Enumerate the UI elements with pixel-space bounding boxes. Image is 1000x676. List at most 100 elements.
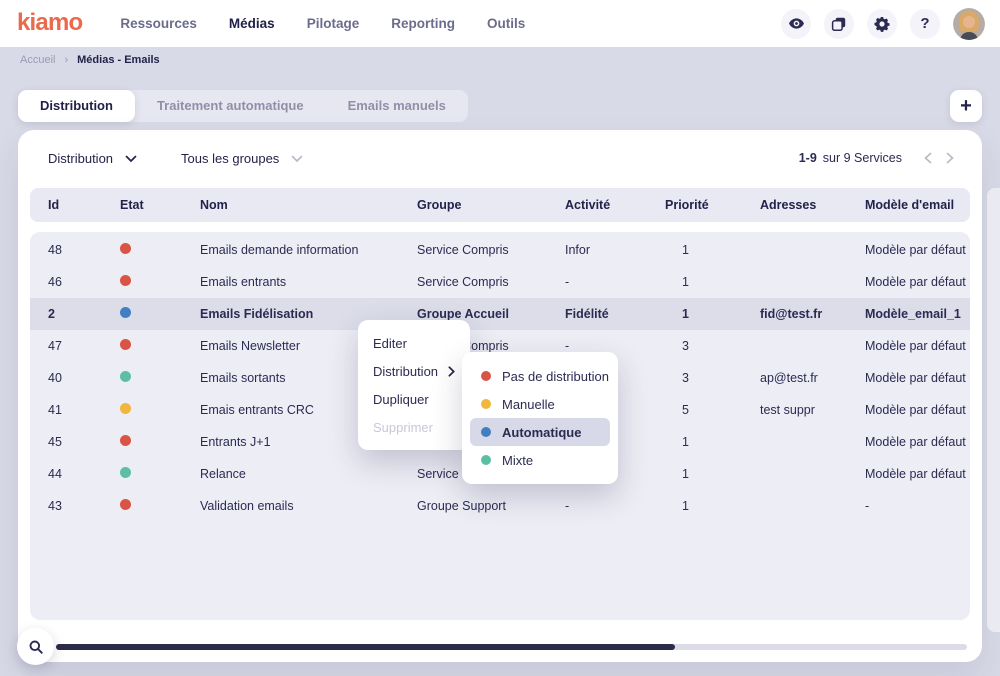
- chevron-right-icon: [448, 365, 455, 377]
- horizontal-scrollbar[interactable]: [56, 644, 967, 650]
- help-button[interactable]: ?: [910, 8, 940, 39]
- breadcrumb-current: Médias - Emails: [77, 54, 160, 66]
- cell-adresses: ap@test.fr: [760, 371, 818, 385]
- cell-priorite: 1: [682, 467, 689, 481]
- distribution-type-dot: [481, 455, 491, 465]
- pagination-range: 1-9: [798, 151, 817, 165]
- column-header-priorite: Priorité: [665, 198, 709, 212]
- previous-page-icon[interactable]: [924, 152, 932, 164]
- context-menu-item-dupliquer[interactable]: Dupliquer: [358, 385, 470, 413]
- submenu-item-pas-de-distribution[interactable]: Pas de distribution: [470, 362, 610, 390]
- submenu-item-label: Pas de distribution: [502, 368, 609, 384]
- context-menu-item-supprimer: Supprimer: [358, 413, 470, 441]
- column-header-modele-d-email: Modèle d'email: [865, 198, 955, 212]
- help-icon: ?: [920, 15, 930, 32]
- cell-nom: Emails entrants: [200, 275, 287, 289]
- chevron-down-icon: [291, 151, 303, 166]
- table-row[interactable]: 46 Emails entrants Service Compris - 1 Modèle…: [30, 266, 970, 298]
- tab-bar: Distribution Traitement automatique Emails…: [18, 90, 468, 122]
- cell-groupe: Service Compris: [417, 275, 509, 289]
- top-navigation: kiamo Ressources Médias Pilotage Reporting O…: [0, 0, 1000, 47]
- table-row[interactable]: 43 Validation emails Groupe Support - 1 -: [30, 490, 970, 522]
- nav-item-outils[interactable]: Outils: [486, 16, 526, 31]
- vertical-scrollbar-gutter: [987, 188, 1000, 632]
- tab-emails-manuels[interactable]: Emails manuels: [347, 98, 446, 113]
- column-header-nom: Nom: [200, 198, 228, 212]
- horizontal-scrollbar-thumb[interactable]: [56, 644, 676, 650]
- cell-etat: [120, 275, 200, 289]
- submenu-item-automatique[interactable]: Automatique: [470, 418, 610, 446]
- cell-id: 45: [48, 435, 62, 449]
- eye-icon: [788, 15, 805, 32]
- cell-etat: [120, 339, 200, 353]
- cell-nom: Emais entrants CRC: [200, 403, 314, 417]
- cell-etat: [120, 435, 200, 449]
- column-header-groupe: Groupe: [417, 198, 462, 212]
- cell-modele-email: Modèle par défaut: [865, 275, 966, 289]
- breadcrumb: Accueil › Médias - Emails: [20, 54, 160, 66]
- settings-button[interactable]: [867, 8, 897, 39]
- column-header-id: Id: [48, 198, 60, 212]
- cell-nom: Entrants J+1: [200, 435, 271, 449]
- search-icon: [28, 639, 44, 655]
- groups-filter-dropdown[interactable]: Tous les groupes: [181, 151, 303, 166]
- cell-id: 43: [48, 499, 62, 513]
- cell-groupe: Groupe Support: [417, 499, 506, 513]
- cell-id: 41: [48, 403, 62, 417]
- table-row[interactable]: 40 Emails sortants 3 ap@test.fr Modèle par d…: [30, 362, 970, 394]
- distribution-filter-label: Distribution: [48, 150, 114, 166]
- cell-nom: Emails sortants: [200, 371, 286, 385]
- table-header: Id Etat Nom Groupe Activité Priorité Adresses M…: [30, 188, 970, 222]
- settings-icon: [874, 16, 890, 32]
- table-row[interactable]: 45 Entrants J+1 1 Modèle par défaut: [30, 426, 970, 458]
- tab-distribution[interactable]: Distribution: [18, 90, 135, 122]
- table-row[interactable]: 41 Emais entrants CRC 5 test suppr Modèle pa…: [30, 394, 970, 426]
- distribution-type-dot: [481, 371, 491, 381]
- cell-id: 2: [48, 307, 55, 321]
- tab-traitement-automatique[interactable]: Traitement automatique: [156, 98, 304, 113]
- context-menu-item-editer[interactable]: Editer: [358, 329, 470, 357]
- nav-item-medias[interactable]: Médias: [228, 16, 275, 31]
- breadcrumb-home[interactable]: Accueil: [20, 54, 56, 66]
- eye-button[interactable]: [781, 8, 811, 39]
- column-header-adresses: Adresses: [760, 198, 817, 212]
- submenu-item-manuelle[interactable]: Manuelle: [470, 390, 610, 418]
- tabs-group: Distribution Traitement automatique Emails…: [18, 90, 468, 122]
- table-row[interactable]: 2 Emails Fidélisation Groupe Accueil Fidéli…: [30, 298, 970, 330]
- cell-modele-email: Modèle par défaut: [865, 371, 966, 385]
- cell-nom: Emails demande information: [200, 243, 359, 257]
- kiamo-logo[interactable]: kiamo: [17, 8, 83, 36]
- column-header-etat: Etat: [120, 198, 144, 212]
- next-page-icon[interactable]: [946, 152, 954, 164]
- add-button[interactable]: +: [950, 90, 982, 122]
- cell-etat: [120, 371, 200, 385]
- table-row[interactable]: 48 Emails demande information Service Comp…: [30, 234, 970, 266]
- cell-priorite: 1: [682, 499, 689, 513]
- submenu-item-label: Mixte: [502, 452, 534, 468]
- cell-modele-email: Modèle par défaut: [865, 467, 966, 481]
- status-dot: [120, 371, 131, 382]
- cell-modele-email: Modèle par défaut: [865, 435, 966, 449]
- cell-priorite: 1: [682, 243, 689, 257]
- cell-nom: Validation emails: [200, 499, 294, 513]
- context-menu-item-distribution[interactable]: Distribution: [358, 357, 470, 385]
- cell-nom: Emails Fidélisation: [200, 307, 314, 321]
- submenu-item-label: Manuelle: [502, 396, 555, 412]
- status-dot: [120, 243, 131, 254]
- nav-actions: ?: [781, 7, 985, 40]
- user-avatar[interactable]: [953, 7, 985, 40]
- search-button[interactable]: [17, 628, 54, 665]
- nav-item-ressources[interactable]: Ressources: [120, 16, 197, 31]
- cell-id: 44: [48, 467, 62, 481]
- status-dot: [120, 307, 131, 318]
- submenu-item-mixte[interactable]: Mixte: [470, 446, 610, 474]
- cell-priorite: 3: [682, 339, 689, 353]
- cell-modele-email: Modèle par défaut: [865, 243, 966, 257]
- cell-activite: -: [565, 275, 570, 289]
- nav-item-reporting[interactable]: Reporting: [391, 16, 455, 31]
- nav-item-pilotage[interactable]: Pilotage: [306, 16, 360, 31]
- cell-priorite: 1: [682, 435, 689, 449]
- column-header-activite: Activité: [565, 198, 611, 212]
- windows-button[interactable]: [824, 8, 854, 39]
- distribution-filter-dropdown[interactable]: Distribution: [48, 151, 137, 166]
